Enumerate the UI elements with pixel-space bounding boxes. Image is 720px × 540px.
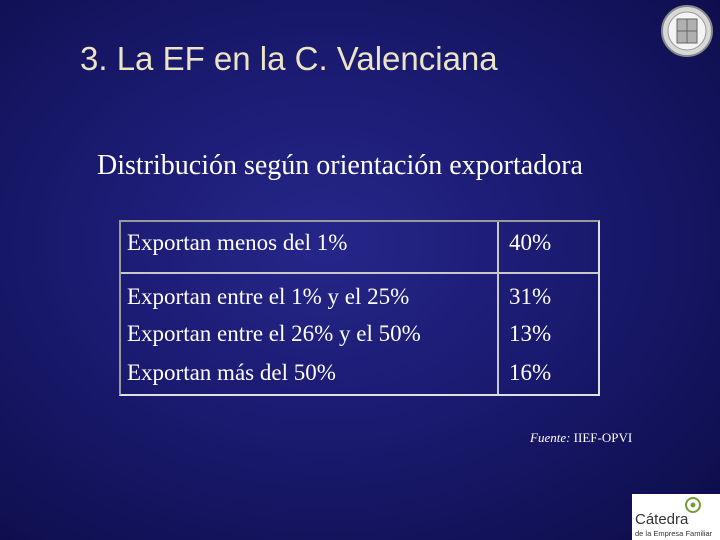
crest — [661, 5, 713, 57]
logo-icon — [685, 497, 701, 513]
source-label: Fuente: — [530, 430, 571, 445]
row-value: 31% — [509, 284, 552, 309]
row-label: Exportan entre el 1% y el 25% — [127, 284, 410, 309]
logo-name: Cátedra — [635, 511, 689, 528]
row-label: Exportan entre el 26% y el 50% — [127, 321, 421, 346]
table: Exportan menos del 1% 40% Exportan entre… — [119, 220, 600, 396]
row-label: Exportan menos del 1% — [127, 230, 348, 255]
row-value: 40% — [509, 230, 552, 255]
row-divider — [121, 272, 598, 274]
subtitle: Distribución según orientación exportado… — [97, 150, 583, 181]
source: Fuente: IIEF-OPVI — [530, 430, 632, 446]
row-label: Exportan más del 50% — [127, 360, 336, 385]
logo: Cátedra de la Empresa Familiar — [632, 494, 720, 540]
row-value: 13% — [509, 321, 552, 346]
source-text: IIEF-OPVI — [573, 430, 633, 445]
logo-line2: de la Empresa Familiar — [635, 529, 713, 538]
row-value: 16% — [509, 360, 552, 385]
slide-title: 3. La EF en la C. Valenciana — [80, 40, 498, 77]
column-divider — [497, 222, 499, 394]
